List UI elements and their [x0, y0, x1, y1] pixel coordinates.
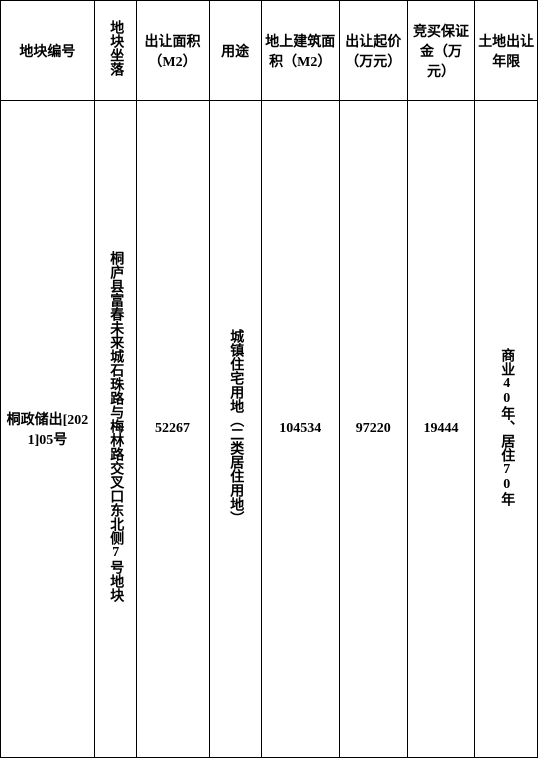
col-header-transfer-years: 土地出让年限	[475, 1, 538, 101]
cell-usage: 城镇住宅用地（二类居住用地）	[209, 101, 261, 758]
col-header-parcel-number: 地块编号	[1, 1, 95, 101]
col-header-building-area: 地上建筑面积（M2）	[261, 1, 339, 101]
cell-deposit: 19444	[407, 101, 475, 758]
table-row: 桐政储出[2021]05号 桐庐县富春未来城石珠路与梅林路交叉口东北侧7号地块 …	[1, 101, 538, 758]
cell-building-area: 104534	[261, 101, 339, 758]
col-header-usage: 用途	[209, 1, 261, 101]
table-header-row: 地块编号 地块坐落 出让面积（M2） 用途 地上建筑面积（M2） 出让起价（万元…	[1, 1, 538, 101]
cell-transfer-years: 商业40年、居住70年	[475, 101, 538, 758]
cell-location: 桐庐县富春未来城石珠路与梅林路交叉口东北侧7号地块	[94, 101, 136, 758]
cell-parcel-number: 桐政储出[2021]05号	[1, 101, 95, 758]
col-header-starting-price: 出让起价（万元）	[339, 1, 407, 101]
col-header-location: 地块坐落	[94, 1, 136, 101]
col-header-transfer-area: 出让面积（M2）	[136, 1, 209, 101]
col-header-deposit: 竞买保证金（万元）	[407, 1, 475, 101]
cell-transfer-area: 52267	[136, 101, 209, 758]
land-parcel-table: 地块编号 地块坐落 出让面积（M2） 用途 地上建筑面积（M2） 出让起价（万元…	[0, 0, 538, 758]
cell-starting-price: 97220	[339, 101, 407, 758]
